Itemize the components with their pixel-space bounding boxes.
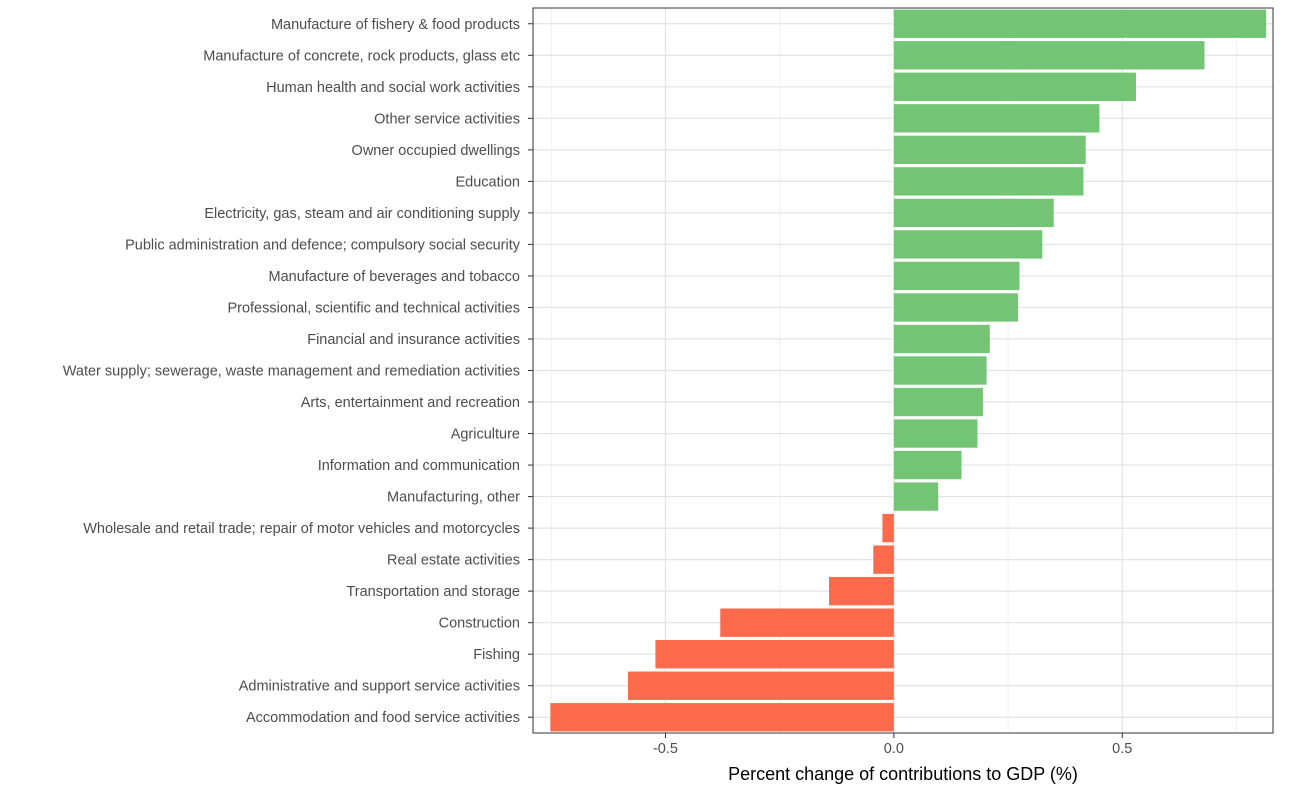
x-axis-ticks: -0.5 0.0 0.5 bbox=[653, 733, 1132, 757]
category-label: Owner occupied dwellings bbox=[352, 143, 520, 159]
category-label: Manufacture of beverages and tobacco bbox=[269, 269, 521, 285]
category-label: Manufacturing, other bbox=[387, 490, 520, 506]
category-label: Construction bbox=[439, 616, 520, 632]
category-label: Other service activities bbox=[374, 111, 520, 127]
bar bbox=[873, 545, 894, 574]
category-label: Wholesale and retail trade; repair of mo… bbox=[83, 521, 520, 537]
bar bbox=[829, 576, 894, 606]
category-label: Manufacture of fishery & food products bbox=[271, 17, 520, 33]
bar bbox=[893, 72, 1136, 101]
bar bbox=[893, 230, 1043, 259]
x-tick-label: 0.0 bbox=[884, 741, 904, 757]
bar bbox=[893, 198, 1054, 228]
bar bbox=[893, 419, 978, 448]
category-label: Water supply; sewerage, waste management… bbox=[63, 364, 520, 380]
bars bbox=[550, 9, 1267, 732]
category-label: Transportation and storage bbox=[346, 584, 520, 600]
category-label: Manufacture of concrete, rock products, … bbox=[203, 48, 520, 64]
bar bbox=[893, 9, 1267, 38]
category-label: Agriculture bbox=[451, 427, 520, 443]
category-label: Electricity, gas, steam and air conditio… bbox=[204, 206, 520, 222]
bar bbox=[893, 482, 939, 511]
category-label: Public administration and defence; compu… bbox=[125, 237, 521, 253]
y-axis-ticks: Manufacture of fishery & food products Ma… bbox=[63, 17, 533, 726]
category-label: Real estate activities bbox=[387, 553, 520, 569]
category-label: Fishing bbox=[473, 647, 520, 663]
bar bbox=[628, 671, 894, 700]
bar bbox=[893, 450, 962, 480]
category-label: Administrative and support service activ… bbox=[239, 679, 520, 695]
bar bbox=[893, 167, 1084, 196]
category-label: Human health and social work activities bbox=[266, 80, 520, 96]
bar bbox=[893, 387, 983, 417]
category-label: Arts, entertainment and recreation bbox=[301, 395, 520, 411]
bar bbox=[720, 608, 894, 637]
bar bbox=[893, 261, 1020, 291]
bar bbox=[893, 356, 987, 385]
category-label: Financial and insurance activities bbox=[307, 332, 520, 348]
bar bbox=[893, 104, 1100, 133]
x-axis-title: Percent change of contributions to GDP (… bbox=[728, 764, 1078, 784]
category-label: Education bbox=[456, 174, 521, 190]
category-label: Professional, scientific and technical a… bbox=[227, 300, 520, 316]
x-tick-label: 0.5 bbox=[1112, 741, 1132, 757]
bar bbox=[893, 135, 1086, 165]
category-label: Information and communication bbox=[318, 458, 520, 474]
category-label: Accommodation and food service activitie… bbox=[246, 710, 520, 726]
bar bbox=[550, 703, 894, 732]
bar bbox=[882, 513, 894, 543]
x-tick-label: -0.5 bbox=[653, 741, 678, 757]
bar bbox=[655, 640, 894, 669]
bar bbox=[893, 41, 1205, 70]
bar bbox=[893, 324, 990, 354]
bar bbox=[893, 293, 1019, 322]
